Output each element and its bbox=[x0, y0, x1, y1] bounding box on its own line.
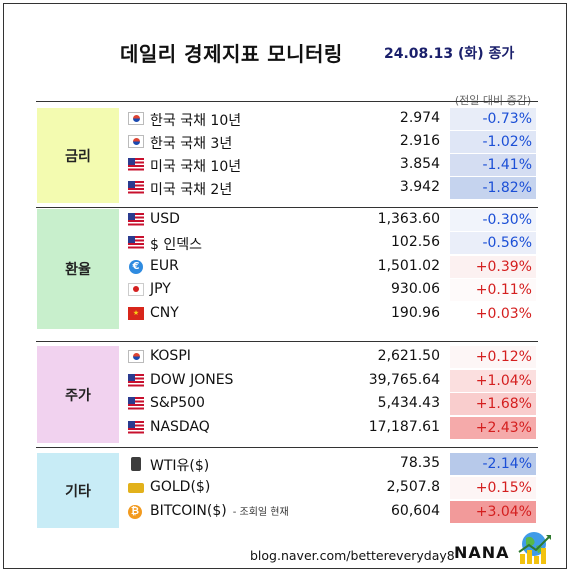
indicator-value: 39,765.64 bbox=[368, 371, 440, 388]
change-note: (전일 대비 증감) bbox=[454, 94, 532, 107]
indicator-name: DOW JONES bbox=[150, 371, 234, 388]
category-label: 환율 bbox=[37, 209, 119, 329]
indicator-row: 미국 국채 2년 3.942 -1.82% bbox=[0, 177, 572, 200]
section-divider bbox=[36, 447, 538, 448]
japan-flag-icon bbox=[128, 283, 144, 297]
indicator-value: 102.56 bbox=[391, 234, 440, 251]
indicator-name: KOSPI bbox=[150, 348, 191, 364]
section-divider bbox=[36, 207, 538, 208]
change-percent: +2.43% bbox=[450, 416, 536, 439]
change-percent: +0.03% bbox=[450, 302, 536, 325]
indicator-row: $ 인덱스 102.56 -0.56% bbox=[0, 232, 572, 255]
us-flag-icon bbox=[128, 158, 144, 171]
gold-bar-icon bbox=[128, 483, 144, 493]
korea-flag-icon bbox=[128, 350, 144, 363]
indicator-value: 1,363.60 bbox=[377, 211, 440, 227]
change-percent: +0.15% bbox=[450, 477, 536, 499]
change-percent: -1.82% bbox=[450, 177, 536, 199]
change-percent: -1.02% bbox=[450, 131, 536, 153]
indicator-name: JPY bbox=[150, 281, 171, 298]
change-percent: +1.68% bbox=[450, 393, 536, 415]
indicator-row: € EUR 1,501.02 +0.39% bbox=[0, 255, 572, 279]
indicator-value: 5,434.43 bbox=[377, 395, 440, 411]
change-percent: +0.12% bbox=[450, 346, 536, 368]
change-percent: +1.04% bbox=[450, 369, 536, 392]
indicator-name: USD bbox=[150, 211, 180, 227]
change-percent: +0.11% bbox=[450, 279, 536, 302]
us-flag-icon bbox=[128, 420, 144, 434]
china-flag-icon: ★ bbox=[128, 306, 144, 320]
indicator-row: GOLD($) 2,507.8 +0.15% bbox=[0, 477, 572, 500]
indicator-name: $ 인덱스 bbox=[150, 237, 202, 254]
indicator-value: 2.916 bbox=[399, 133, 440, 149]
change-percent: -2.14% bbox=[450, 453, 536, 475]
indicator-value: 2.974 bbox=[399, 110, 440, 126]
indicator-row: JPY 930.06 +0.11% bbox=[0, 279, 572, 302]
indicator-value: 60,604 bbox=[391, 503, 440, 519]
korea-flag-icon bbox=[128, 112, 144, 125]
indicator-value: 2,507.8 bbox=[386, 479, 440, 495]
indicator-name: CNY bbox=[150, 304, 179, 321]
section-divider bbox=[36, 341, 538, 342]
indicator-name: 한국 국채 10년 bbox=[150, 113, 242, 129]
indicator-value: 2,621.50 bbox=[377, 348, 440, 364]
indicator-row: ★ CNY 190.96 +0.03% bbox=[0, 302, 572, 326]
category-label: 기타 bbox=[37, 453, 119, 528]
indicator-name: 한국 국채 3년 bbox=[150, 136, 233, 152]
indicator-name: 미국 국채 10년 bbox=[150, 159, 242, 175]
oil-icon bbox=[131, 457, 141, 471]
indicator-row: ₿ BITCOIN($) - 조회일 현재 60,604 +3.04% bbox=[0, 501, 572, 524]
us-flag-icon bbox=[128, 397, 144, 410]
globe-chart-logo-icon bbox=[518, 532, 551, 564]
brand-name: NANA bbox=[454, 543, 510, 562]
change-percent: -1.41% bbox=[450, 154, 536, 176]
date-label: 24.08.13 (화) 종가 bbox=[384, 46, 515, 62]
indicator-row: NASDAQ 17,187.61 +2.43% bbox=[0, 416, 572, 440]
us-flag-icon bbox=[128, 373, 144, 387]
indicator-row: 한국 국채 10년 2.974 -0.73% bbox=[0, 108, 572, 131]
indicator-name: WTI유($) bbox=[150, 458, 210, 474]
indicator-value: 3.942 bbox=[399, 179, 440, 195]
change-percent: -0.56% bbox=[450, 232, 536, 255]
indicator-value: 78.35 bbox=[399, 455, 440, 471]
indicator-row: 미국 국채 10년 3.854 -1.41% bbox=[0, 154, 572, 177]
category-label: 주가 bbox=[37, 346, 119, 443]
section-divider bbox=[36, 101, 538, 102]
us-flag-icon bbox=[128, 181, 144, 194]
indicator-name: 미국 국채 2년 bbox=[150, 182, 233, 198]
indicator-row: DOW JONES 39,765.64 +1.04% bbox=[0, 369, 572, 393]
indicator-row: WTI유($) 78.35 -2.14% bbox=[0, 453, 572, 476]
change-percent: +0.39% bbox=[450, 255, 536, 278]
us-flag-icon bbox=[128, 213, 144, 226]
bitcoin-icon: ₿ bbox=[128, 505, 142, 519]
indicator-value: 3.854 bbox=[399, 156, 440, 172]
indicator-name: S&P500 bbox=[150, 395, 205, 411]
indicator-value: 930.06 bbox=[391, 281, 440, 298]
us-flag-icon bbox=[128, 236, 144, 250]
indicator-row: 한국 국채 3년 2.916 -1.02% bbox=[0, 131, 572, 154]
indicator-name: NASDAQ bbox=[150, 418, 210, 435]
change-percent: +3.04% bbox=[450, 501, 536, 523]
indicator-value: 190.96 bbox=[391, 304, 440, 321]
indicator-name: BITCOIN($) - 조회일 현재 bbox=[150, 503, 289, 519]
indicator-row: KOSPI 2,621.50 +0.12% bbox=[0, 346, 572, 369]
indicator-value: 1,501.02 bbox=[377, 257, 440, 274]
eu-icon: € bbox=[129, 259, 143, 274]
category-label: 금리 bbox=[37, 108, 119, 203]
indicator-name: GOLD($) bbox=[150, 479, 211, 495]
page-title: 데일리 경제지표 모니터링 bbox=[120, 42, 343, 66]
indicator-value: 17,187.61 bbox=[368, 418, 440, 435]
indicator-name: EUR bbox=[150, 257, 179, 274]
blog-url: blog.naver.com/bettereveryday8 bbox=[250, 548, 455, 563]
indicator-note: - 조회일 현재 bbox=[232, 507, 289, 518]
change-percent: -0.30% bbox=[450, 209, 536, 231]
indicator-row: S&P500 5,434.43 +1.68% bbox=[0, 393, 572, 416]
indicator-row: USD 1,363.60 -0.30% bbox=[0, 209, 572, 232]
change-percent: -0.73% bbox=[450, 108, 536, 130]
korea-flag-icon bbox=[128, 135, 144, 148]
